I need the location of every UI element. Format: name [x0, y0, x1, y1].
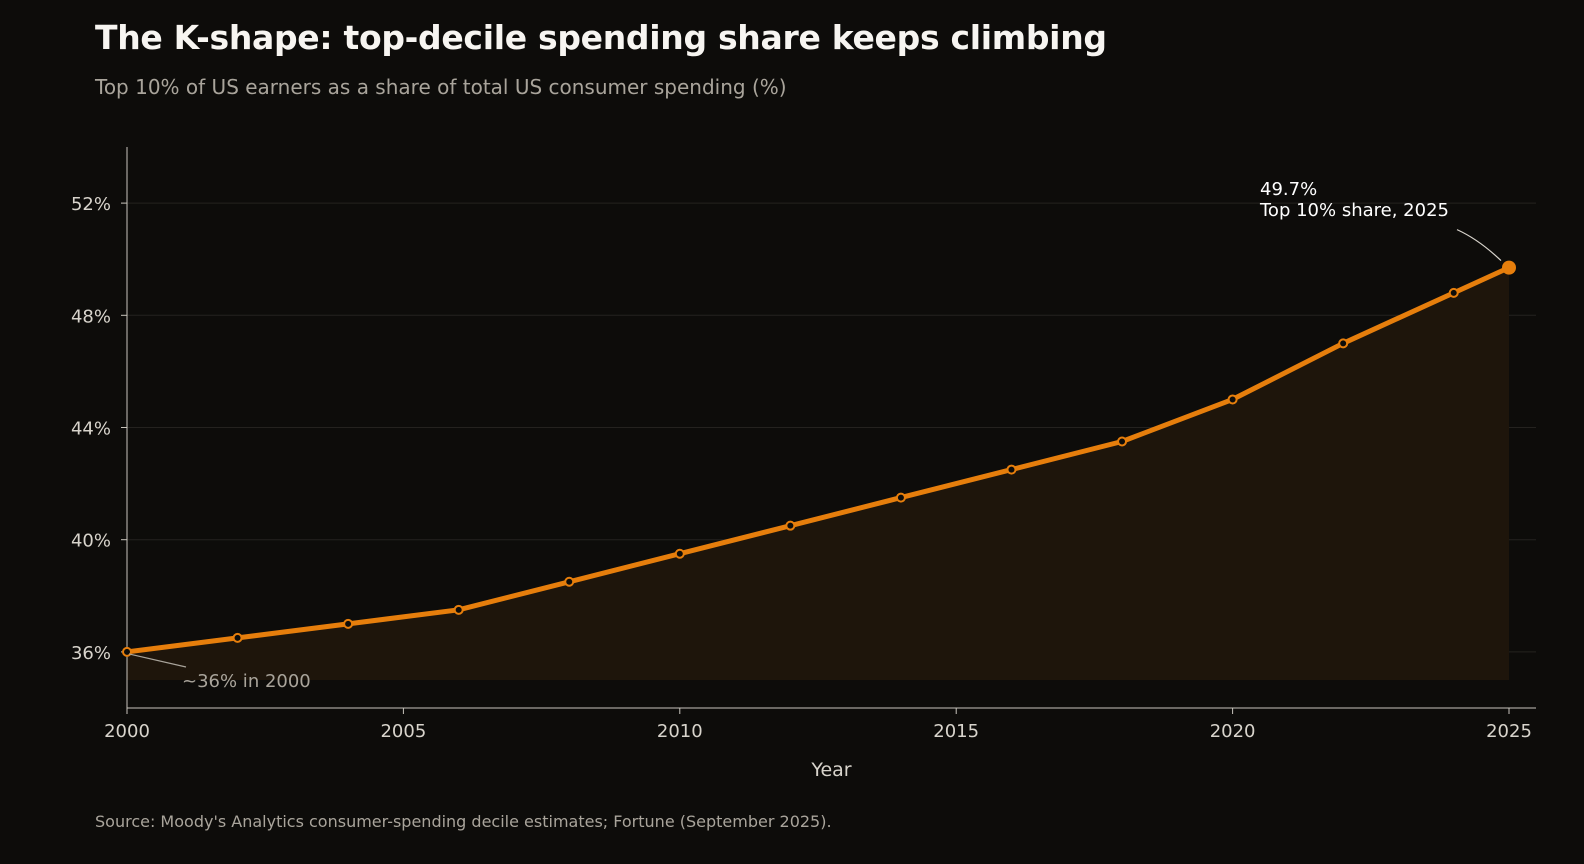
data-point [1227, 394, 1238, 405]
annotation-leader-end [1456, 229, 1502, 262]
data-point [785, 520, 796, 531]
annotation-end-text: Top 10% share, 2025 [1259, 200, 1449, 221]
data-point [122, 646, 132, 657]
data-point [1338, 338, 1349, 349]
data-point [1117, 436, 1128, 447]
data-point [453, 604, 464, 615]
area-fill [127, 267, 1509, 680]
x-axis-label: Year [810, 759, 851, 781]
x-tick-label: 2000 [104, 721, 150, 742]
y-tick-label: 36% [71, 643, 111, 664]
y-tick-label: 40% [71, 531, 111, 552]
x-tick-label: 2020 [1210, 721, 1256, 742]
annotation-leader-start [128, 653, 187, 668]
y-tick-label: 48% [71, 306, 111, 327]
data-points [122, 260, 1516, 657]
x-tick-label: 2005 [380, 721, 426, 742]
tick-labels: 36% 40% 44% 48% 52% 2000 2005 2010 2015 2020 2025 [71, 194, 1532, 742]
source-note: Source: Moody's Analytics consumer-spend… [95, 812, 832, 831]
data-point [1448, 287, 1459, 298]
y-tick-label: 52% [71, 194, 111, 215]
data-point-highlight [1502, 260, 1516, 275]
y-tick-label: 44% [71, 419, 111, 440]
series-line [124, 265, 1512, 655]
annotation-end-text: 49.7% [1260, 179, 1317, 200]
x-tick-label: 2015 [933, 721, 979, 742]
data-point [1006, 464, 1017, 475]
x-tick-label: 2025 [1486, 721, 1532, 742]
annotations: 49.7%Top 10% share, 2025 ~36% in 2000 [128, 179, 1502, 692]
x-tick-label: 2010 [657, 721, 703, 742]
data-point [895, 492, 906, 503]
data-point [343, 618, 354, 629]
data-point [232, 632, 243, 643]
annotation-start-text: ~36% in 2000 [182, 671, 311, 692]
chart-subtitle: Top 10% of US earners as a share of tota… [95, 75, 787, 99]
chart-title: The K-shape: top-decile spending share k… [95, 18, 1107, 57]
data-point [564, 576, 575, 587]
data-point [674, 548, 685, 559]
